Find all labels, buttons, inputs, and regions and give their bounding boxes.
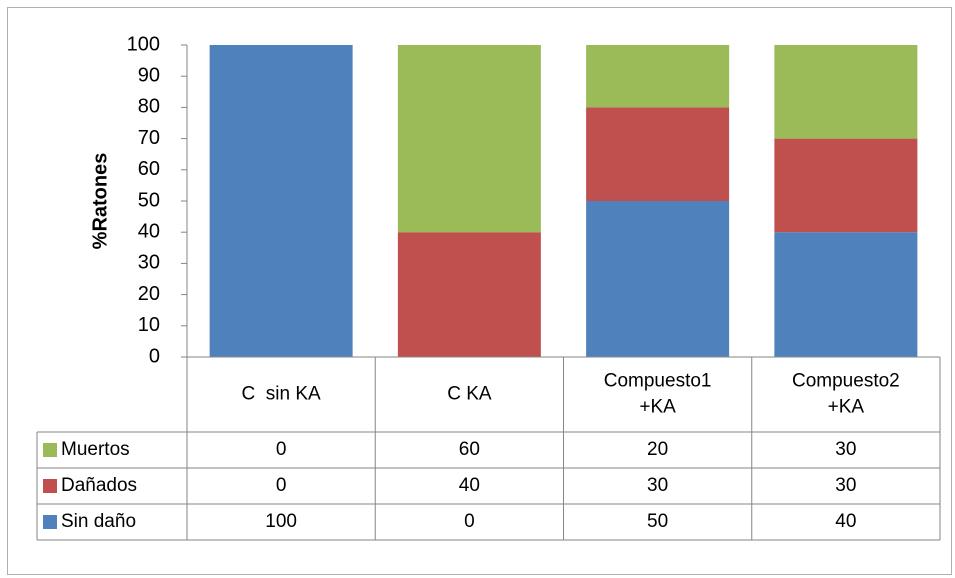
- y-tick-label: 60: [138, 158, 160, 180]
- y-tick-label: 70: [138, 127, 160, 149]
- table-value: 40: [459, 475, 480, 496]
- y-tick-label: 50: [138, 189, 160, 211]
- category-label: +KA: [639, 397, 676, 418]
- legend-key: [43, 479, 57, 493]
- table-value: 50: [647, 511, 668, 532]
- table-value: 20: [647, 439, 668, 460]
- table-value: 0: [276, 475, 287, 496]
- bar-segment: [209, 45, 353, 357]
- bar-segment: [586, 201, 730, 357]
- table-value: 60: [459, 439, 480, 460]
- legend-label: Dañados: [61, 475, 137, 496]
- y-tick-label: 20: [138, 283, 160, 305]
- chart-frame: [7, 7, 952, 575]
- y-tick-label: 40: [138, 220, 160, 242]
- bar-segment: [774, 45, 918, 139]
- y-tick-label: 100: [127, 33, 160, 55]
- y-tick-label: 90: [138, 64, 160, 86]
- table-value: 30: [647, 475, 668, 496]
- category-label: C sin KA: [242, 384, 322, 405]
- bar-segment: [586, 45, 730, 108]
- legend-label: Sin daño: [61, 511, 136, 532]
- table-value: 0: [464, 511, 475, 532]
- legend-label: Muertos: [61, 439, 130, 460]
- table-value: 0: [276, 439, 287, 460]
- category-label: C KA: [447, 384, 492, 405]
- bar-segment: [586, 107, 730, 201]
- y-tick-label: 30: [138, 252, 160, 274]
- y-tick-label: 10: [138, 314, 160, 336]
- bar-segment: [774, 138, 918, 233]
- legend-key: [43, 515, 57, 529]
- table-value: 40: [835, 511, 856, 532]
- category-label: Compuesto2: [792, 371, 900, 392]
- y-tick-label: 0: [149, 345, 160, 367]
- bar-segment: [397, 232, 541, 357]
- y-axis-label: %Ratones: [89, 153, 111, 250]
- table-value: 100: [265, 511, 297, 532]
- y-tick-label: 80: [138, 96, 160, 118]
- category-label: Compuesto1: [604, 371, 712, 392]
- bar-segment: [774, 232, 918, 357]
- category-label: +KA: [828, 397, 865, 418]
- legend-key: [43, 443, 57, 457]
- bar-segment: [397, 45, 541, 233]
- table-value: 30: [835, 439, 856, 460]
- table-value: 30: [835, 475, 856, 496]
